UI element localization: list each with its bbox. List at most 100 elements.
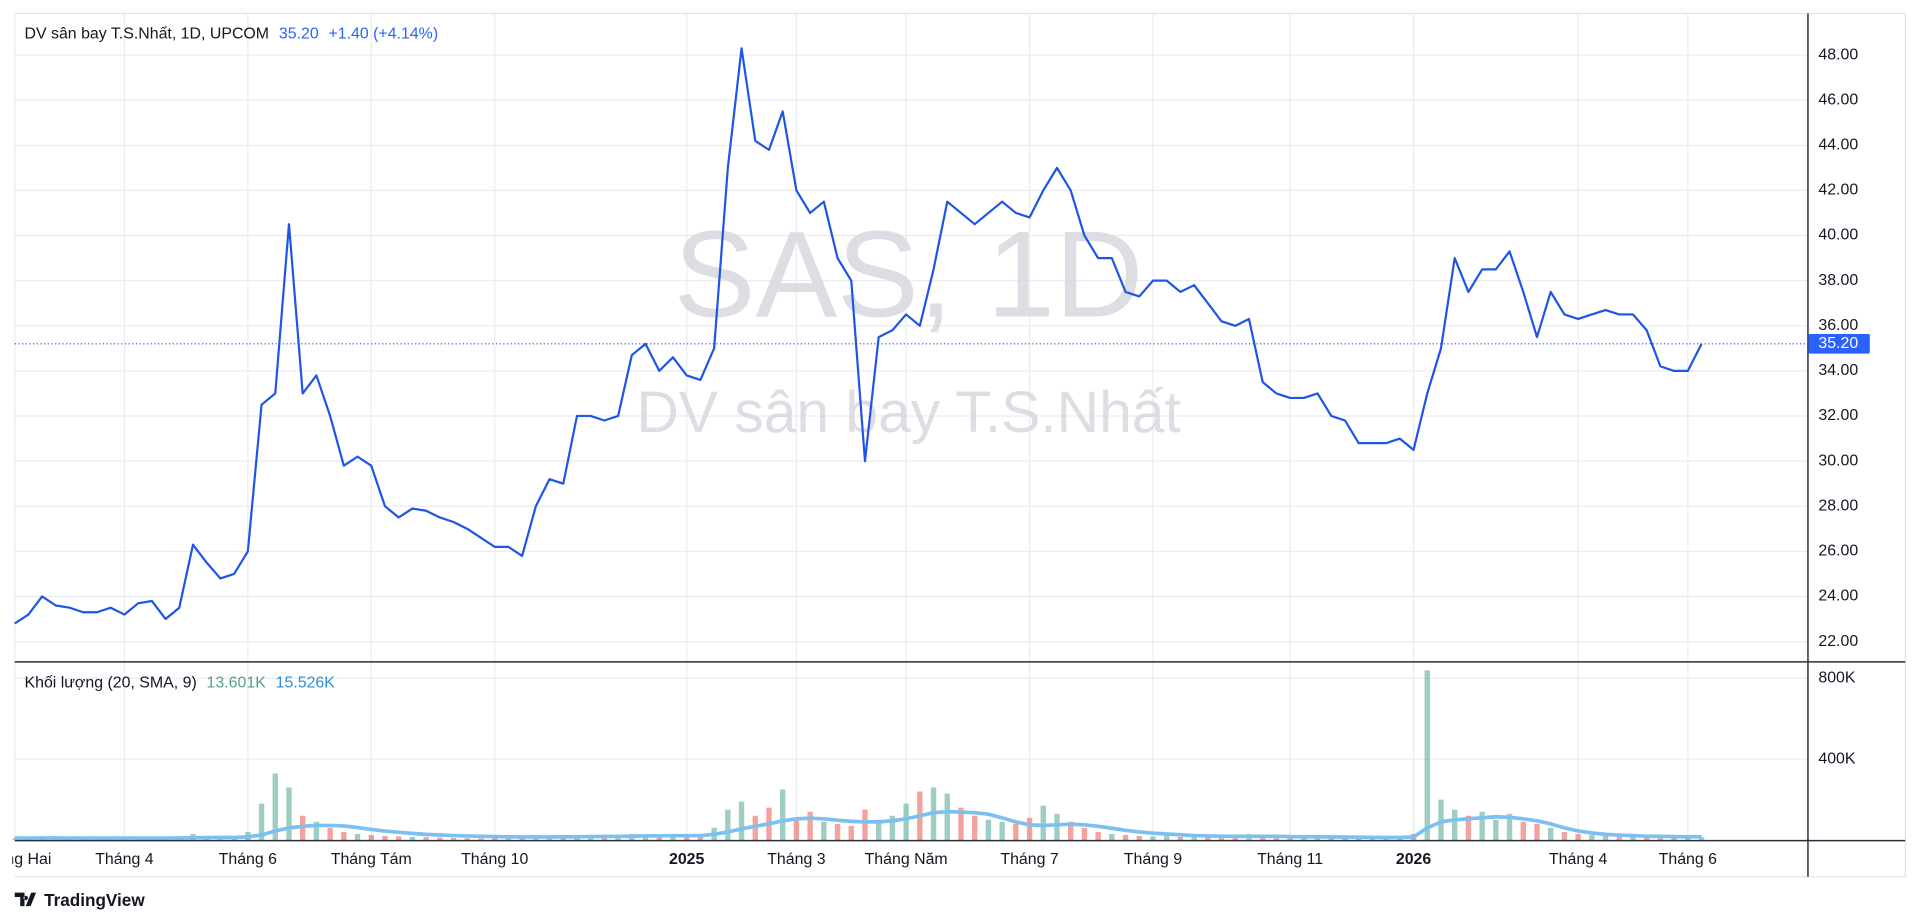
volume-bar — [1040, 805, 1046, 840]
volume-bar — [1122, 834, 1129, 840]
volume-bar — [903, 803, 909, 840]
volume-bar — [382, 835, 388, 840]
x-tick-label: Tháng 4 — [1549, 851, 1608, 868]
volume-bar — [1534, 823, 1540, 840]
y-tick-label: 46.00 — [1818, 91, 1858, 108]
logo: TradingView — [14, 890, 145, 910]
y-tick-label: 800K — [1818, 670, 1856, 687]
volume-bar — [1438, 799, 1444, 840]
volume-bar — [423, 837, 429, 840]
volume-bar — [1054, 813, 1060, 840]
volume-bar — [1424, 670, 1430, 840]
volume-bar — [793, 817, 800, 840]
volume-bar — [1314, 837, 1321, 840]
logo-text: TradingView — [44, 890, 145, 910]
volume-bar — [396, 836, 402, 840]
x-tick-label: Tháng 9 — [1124, 851, 1183, 868]
x-tick-label: Tháng 4 — [95, 851, 154, 868]
watermark: SAS, 1D DV sân bay T.S.Nhất — [636, 205, 1180, 444]
volume-bar — [684, 835, 690, 840]
legend: DV sân bay T.S.Nhất, 1D, UPCOM 35.20 +1.… — [24, 25, 438, 691]
volume-bar — [1616, 836, 1622, 840]
x-tick-label: Tháng Hai — [0, 851, 51, 868]
volume-bar — [862, 809, 868, 840]
volume-bar — [834, 823, 841, 840]
volume-bar — [313, 821, 320, 840]
volume-bar — [437, 837, 443, 840]
volume-bar — [1191, 837, 1197, 840]
volume-bar — [272, 773, 278, 840]
volume-bar — [848, 825, 854, 840]
volume-last: 13.601K — [207, 674, 267, 691]
volume-bar — [1013, 823, 1019, 840]
y-tick-label: 38.00 — [1818, 272, 1858, 289]
volume-bar — [1273, 836, 1280, 840]
sma-last: 15.526K — [276, 674, 336, 691]
volume-bar — [1452, 809, 1458, 840]
volume-bar — [492, 837, 498, 840]
volume-bar — [409, 836, 416, 840]
last-price-badge — [1808, 334, 1870, 354]
volume-bar — [821, 821, 827, 840]
y-tick-label: 24.00 — [1818, 588, 1858, 605]
volume-bar — [1095, 831, 1101, 840]
y-tick-label: 34.00 — [1818, 362, 1858, 379]
last-price-label: 35.20 — [1818, 335, 1858, 352]
volume-bar — [505, 838, 512, 840]
volume-bar — [944, 793, 950, 840]
volume-bar — [656, 835, 662, 840]
volume-bar — [258, 803, 265, 840]
x-tick-label: 2026 — [1396, 851, 1432, 868]
volume-bar — [1150, 836, 1156, 840]
volume-bar — [958, 807, 964, 840]
x-tick-label: Tháng 7 — [1000, 851, 1059, 868]
volume-bar — [1232, 837, 1238, 840]
volume-bar — [450, 837, 457, 840]
y-tick-label: 26.00 — [1818, 543, 1858, 560]
watermark-name: DV sân bay T.S.Nhất — [636, 380, 1180, 445]
volume-bar — [1328, 837, 1334, 840]
volume-sma-line — [14, 809, 1702, 840]
volume-bar — [1479, 811, 1485, 840]
y-tick-label: 48.00 — [1818, 46, 1858, 63]
plot-area — [12, 47, 1808, 840]
volume-bar — [780, 789, 786, 840]
y-tick-label: 30.00 — [1818, 452, 1858, 469]
x-tick-label: 2025 — [669, 851, 705, 868]
x-tick-label: Tháng Năm — [865, 851, 948, 868]
x-tick-label: Tháng 6 — [219, 851, 278, 868]
volume-bar — [286, 787, 292, 840]
y-tick-label: 36.00 — [1818, 317, 1858, 334]
volume-bar — [1287, 836, 1293, 840]
price-line — [14, 47, 1703, 625]
volume-bar — [725, 809, 731, 840]
y-tick-label: 22.00 — [1818, 633, 1858, 650]
volume-bar — [1520, 821, 1526, 840]
x-tick-label: Tháng 10 — [461, 851, 528, 868]
volume-bar — [1081, 827, 1088, 840]
volume-bar — [972, 815, 978, 840]
volume-bar — [807, 811, 813, 840]
logo-mark — [14, 892, 37, 907]
volume-bar — [1465, 815, 1472, 840]
volume-bar — [601, 836, 608, 840]
volume-bar — [327, 827, 333, 840]
x-tick-label: Tháng 11 — [1257, 851, 1323, 868]
volume-bar — [1575, 833, 1581, 840]
symbol-title: DV sân bay T.S.Nhất, 1D, UPCOM — [24, 25, 269, 42]
volume-bar — [1630, 835, 1636, 840]
volume-bar — [478, 838, 484, 840]
volume-bar — [1205, 837, 1211, 840]
volume-bar — [464, 838, 470, 840]
volume-bar — [999, 821, 1005, 840]
watermark-symbol: SAS, 1D — [674, 205, 1144, 342]
y-tick-label: 44.00 — [1818, 137, 1858, 154]
volume-bar — [354, 833, 361, 840]
volume-bar — [1164, 835, 1170, 840]
y-tick-label: 42.00 — [1818, 182, 1858, 199]
volume-bar — [1068, 821, 1074, 840]
y-tick-label: 32.00 — [1818, 407, 1858, 424]
volume-bar — [1698, 837, 1705, 840]
